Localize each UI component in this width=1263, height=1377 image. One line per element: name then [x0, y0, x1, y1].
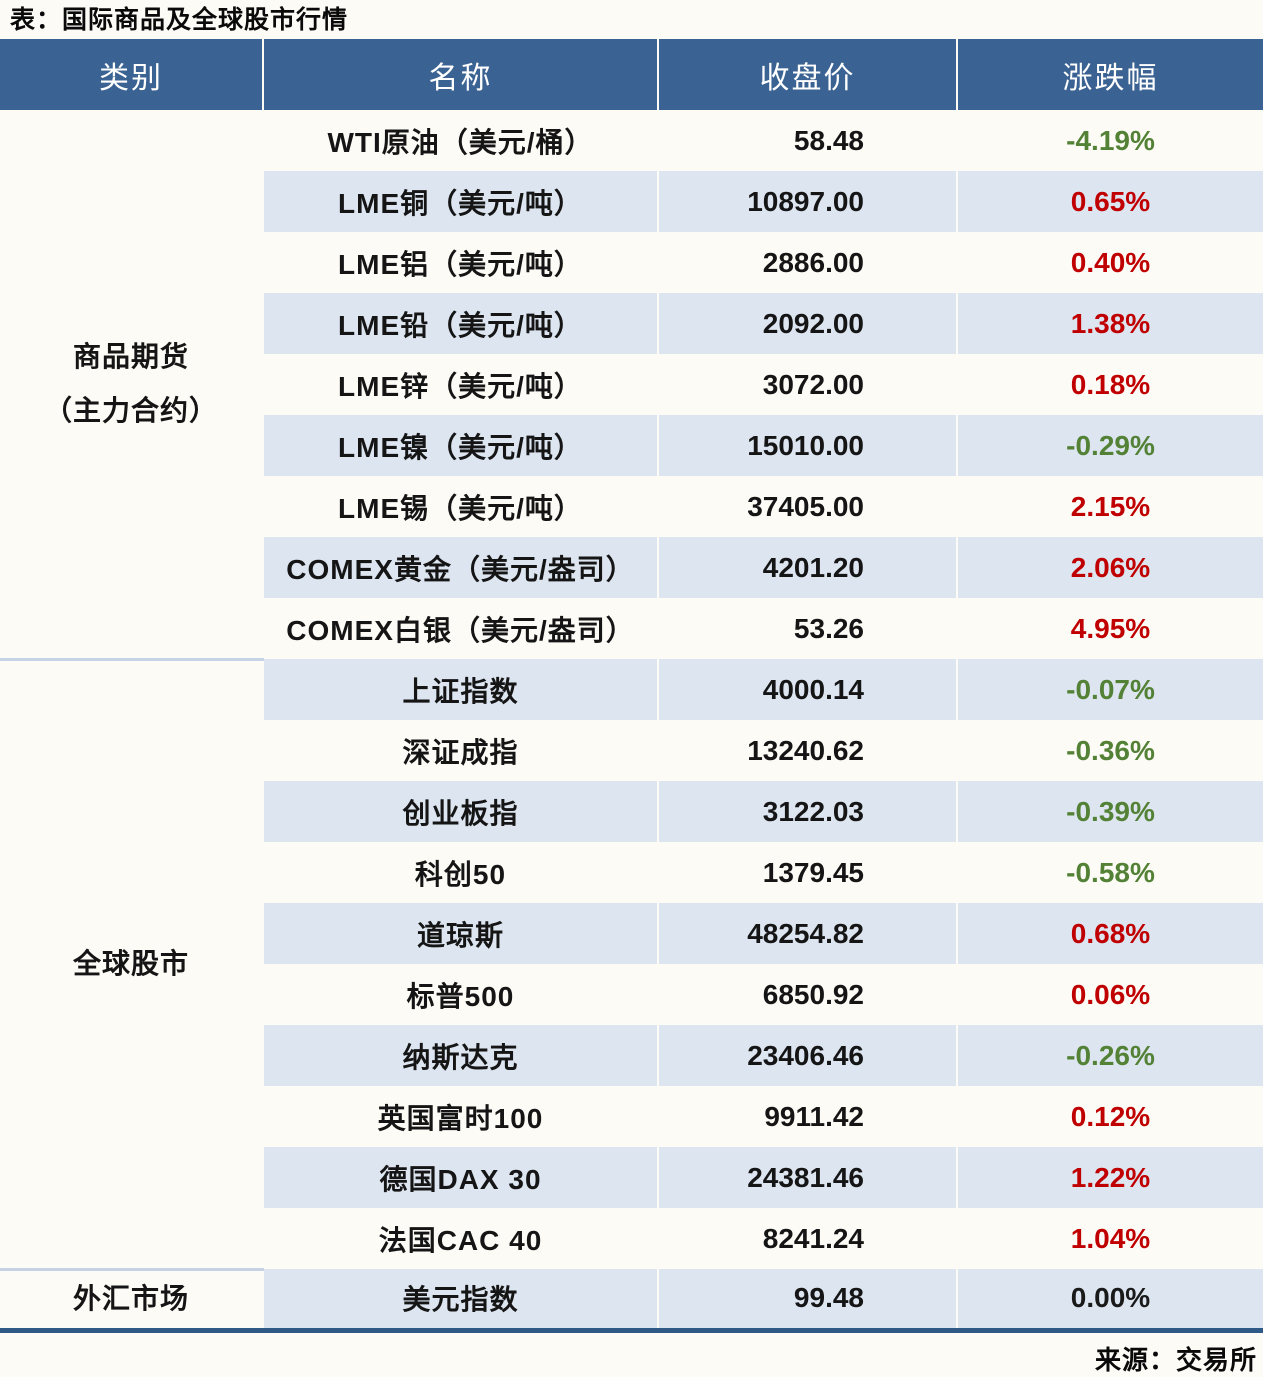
table-row: 纳斯达克 23406.46 -0.26% — [0, 1025, 1263, 1086]
close-cell: 58.48 — [657, 110, 957, 171]
name-cell: 德国DAX 30 — [262, 1147, 658, 1208]
name-cell: 纳斯达克 — [262, 1025, 658, 1086]
change-cell: 0.18% — [956, 354, 1263, 415]
close-cell: 8241.24 — [657, 1208, 957, 1269]
name-cell: WTI原油（美元/桶） — [262, 110, 658, 171]
name-cell: LME锡（美元/吨） — [262, 476, 658, 537]
name-cell: LME锌（美元/吨） — [262, 354, 658, 415]
table-row: COMEX白银（美元/盎司） 53.26 4.95% — [0, 598, 1263, 659]
table-row: 法国CAC 40 8241.24 1.04% — [0, 1208, 1263, 1269]
table-row: LME铝（美元/吨） 2886.00 0.40% — [0, 232, 1263, 293]
close-cell: 9911.42 — [657, 1086, 957, 1147]
change-cell: 2.15% — [956, 476, 1263, 537]
table-row: 商品期货 （主力合约） WTI原油（美元/桶） 58.48 -4.19% — [0, 110, 1263, 659]
change-cell: 0.12% — [956, 1086, 1263, 1147]
close-cell: 48254.82 — [657, 903, 957, 964]
name-cell: LME镍（美元/吨） — [262, 415, 658, 476]
change-cell: 0.00% — [956, 1269, 1263, 1330]
name-cell: 创业板指 — [262, 781, 658, 842]
category-cell: 全球股市 — [0, 657, 264, 1269]
close-cell: 13240.62 — [657, 720, 957, 781]
change-cell: 1.04% — [956, 1208, 1263, 1269]
change-cell: 1.38% — [956, 293, 1263, 354]
change-cell: -0.29% — [956, 415, 1263, 476]
change-cell: -0.26% — [956, 1025, 1263, 1086]
header-cell-close: 收盘价 — [657, 39, 957, 110]
table-row: 道琼斯 48254.82 0.68% — [0, 903, 1263, 964]
source-caption: 来源：交易所 — [1094, 1344, 1257, 1375]
close-cell: 6850.92 — [657, 964, 957, 1025]
close-cell: 15010.00 — [657, 415, 957, 476]
name-cell: 道琼斯 — [262, 903, 658, 964]
category-cell: 商品期货 （主力合约） — [0, 110, 264, 659]
change-cell: -0.39% — [956, 781, 1263, 842]
close-cell: 23406.46 — [657, 1025, 957, 1086]
change-cell: 2.06% — [956, 537, 1263, 598]
header-cell-category: 类别 — [0, 39, 263, 110]
name-cell: 法国CAC 40 — [262, 1208, 658, 1269]
name-cell: LME铝（美元/吨） — [262, 232, 658, 293]
name-cell: 上证指数 — [262, 659, 658, 720]
close-cell: 10897.00 — [657, 171, 957, 232]
name-cell: 科创50 — [262, 842, 658, 903]
name-cell: LME铜（美元/吨） — [262, 171, 658, 232]
table-row: 标普500 6850.92 0.06% — [0, 964, 1263, 1025]
table-row: COMEX黄金（美元/盎司） 4201.20 2.06% — [0, 537, 1263, 598]
table-row: LME锡（美元/吨） 37405.00 2.15% — [0, 476, 1263, 537]
close-cell: 3072.00 — [657, 354, 957, 415]
close-cell: 2092.00 — [657, 293, 957, 354]
name-cell: 美元指数 — [262, 1269, 658, 1330]
close-cell: 4201.20 — [657, 537, 957, 598]
table-row: 德国DAX 30 24381.46 1.22% — [0, 1147, 1263, 1208]
category-label: （主力合约） — [43, 394, 218, 426]
table-row: 外汇市场 美元指数 99.48 0.00% — [0, 1267, 1263, 1330]
table-row: 科创50 1379.45 -0.58% — [0, 842, 1263, 903]
name-cell: 英国富时100 — [262, 1086, 658, 1147]
change-cell: 4.95% — [956, 598, 1263, 659]
change-cell: -0.58% — [956, 842, 1263, 903]
table-body: 商品期货 （主力合约） WTI原油（美元/桶） 58.48 -4.19% LME铜（美元/… — [0, 110, 1263, 1330]
table-row: 英国富时100 9911.42 0.12% — [0, 1086, 1263, 1147]
change-cell: -0.07% — [956, 659, 1263, 720]
table-header-row: 类别 名称 收盘价 涨跌幅 — [0, 39, 1263, 110]
close-cell: 37405.00 — [657, 476, 957, 537]
name-cell: COMEX白银（美元/盎司） — [262, 598, 658, 659]
table-row: LME镍（美元/吨） 15010.00 -0.29% — [0, 415, 1263, 476]
close-cell: 3122.03 — [657, 781, 957, 842]
table-row: LME铅（美元/吨） 2092.00 1.38% — [0, 293, 1263, 354]
table-row: LME锌（美元/吨） 3072.00 0.18% — [0, 354, 1263, 415]
category-label: 商品期货 — [72, 340, 189, 372]
category-label: 全球股市 — [72, 948, 189, 979]
change-cell: -0.36% — [956, 720, 1263, 781]
category-label: 外汇市场 — [72, 1283, 189, 1314]
name-cell: COMEX黄金（美元/盎司） — [262, 537, 658, 598]
table-row: 深证成指 13240.62 -0.36% — [0, 720, 1263, 781]
close-cell: 4000.14 — [657, 659, 957, 720]
category-cell: 外汇市场 — [0, 1267, 264, 1330]
table-row: 全球股市 上证指数 4000.14 -0.07% — [0, 657, 1263, 1269]
page-title: 表：国际商品及全球股市行情 — [10, 6, 349, 34]
change-cell: 0.06% — [956, 964, 1263, 1025]
table-row: 创业板指 3122.03 -0.39% — [0, 781, 1263, 842]
change-cell: 0.40% — [956, 232, 1263, 293]
change-cell: -4.19% — [956, 110, 1263, 171]
name-cell: LME铅（美元/吨） — [262, 293, 658, 354]
name-cell: 标普500 — [262, 964, 658, 1025]
close-cell: 53.26 — [657, 598, 957, 659]
close-cell: 99.48 — [657, 1269, 957, 1330]
header-cell-change: 涨跌幅 — [956, 39, 1263, 110]
change-cell: 1.22% — [956, 1147, 1263, 1208]
change-cell: 0.68% — [956, 903, 1263, 964]
close-cell: 1379.45 — [657, 842, 957, 903]
market-table: 类别 名称 收盘价 涨跌幅 商品期货 （主力合约） WTI原油（美元/桶） 58.48… — [0, 39, 1263, 1333]
header-cell-name: 名称 — [262, 39, 658, 110]
close-cell: 24381.46 — [657, 1147, 957, 1208]
close-cell: 2886.00 — [657, 232, 957, 293]
table-row: LME铜（美元/吨） 10897.00 0.65% — [0, 171, 1263, 232]
change-cell: 0.65% — [956, 171, 1263, 232]
name-cell: 深证成指 — [262, 720, 658, 781]
